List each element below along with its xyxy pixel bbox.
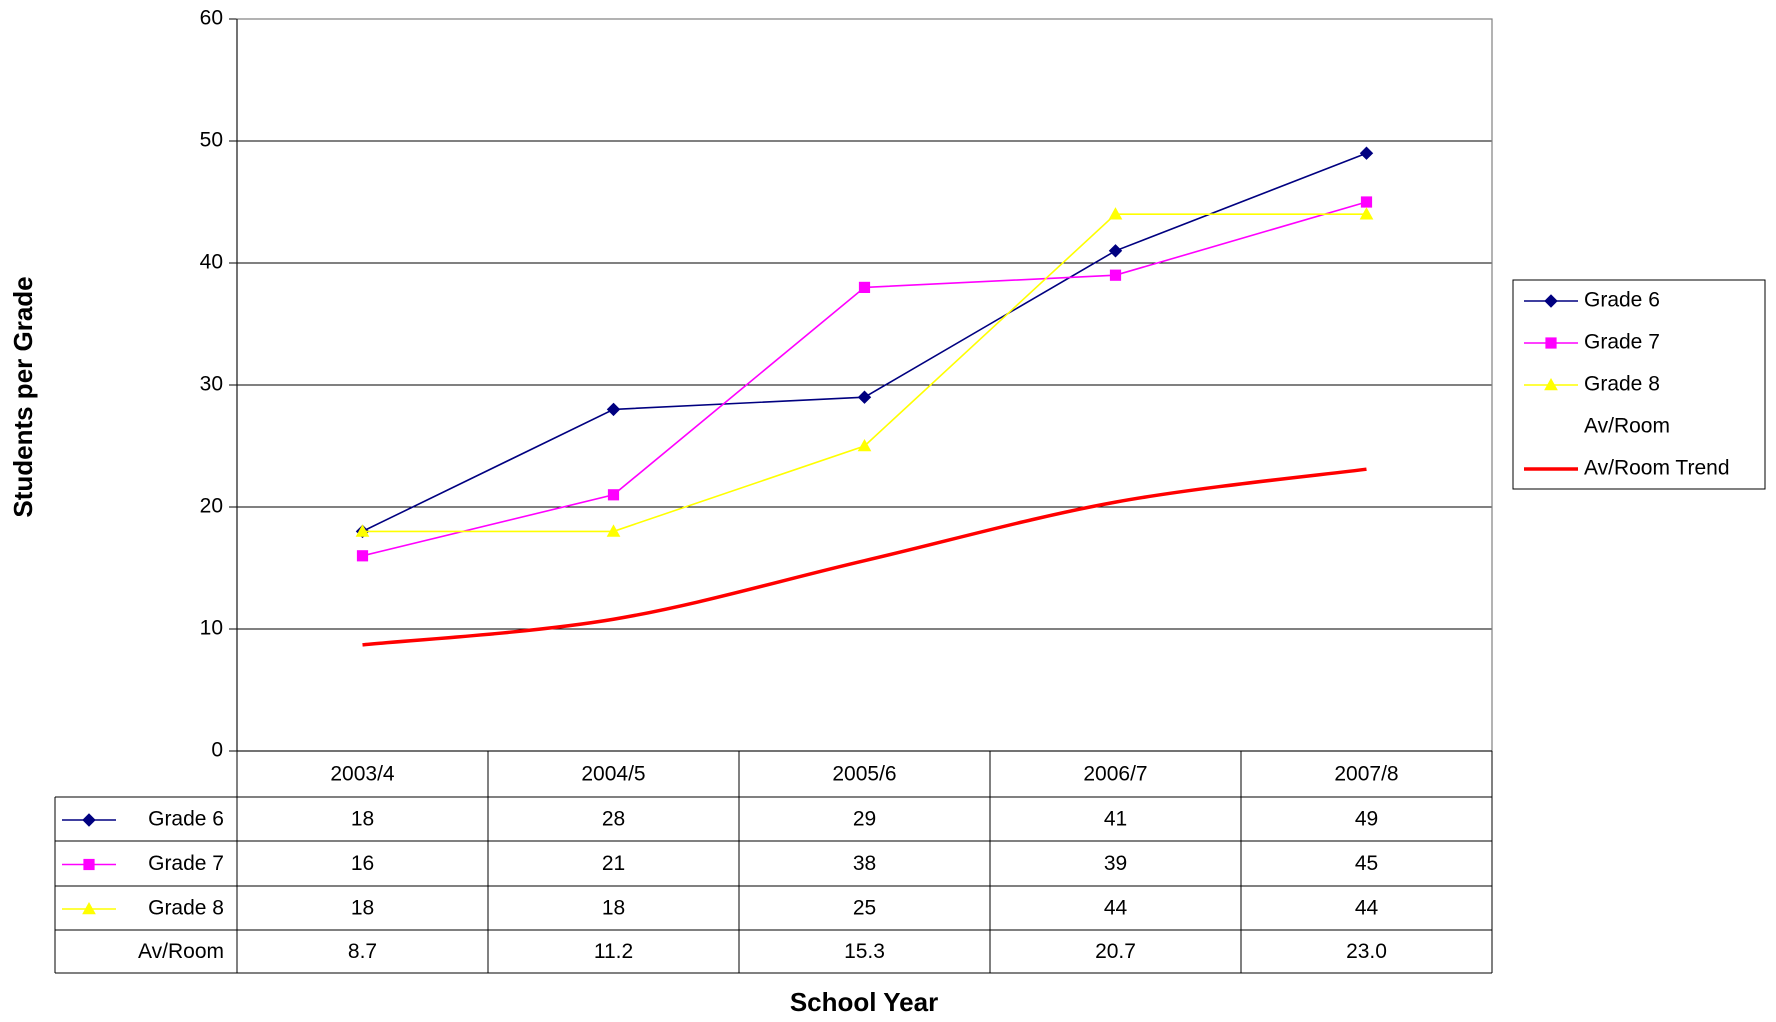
marker xyxy=(1359,207,1374,220)
x-tick-label: 2007/8 xyxy=(1334,763,1398,786)
legend-label: Av/Room Trend xyxy=(1584,457,1730,480)
marker xyxy=(1360,196,1373,208)
table-value: 18 xyxy=(351,897,374,920)
x-tick-label: 2003/4 xyxy=(330,763,395,786)
series-line xyxy=(362,201,1367,557)
table-row-label: Av/Room xyxy=(138,940,224,963)
table-value: 18 xyxy=(602,897,625,920)
y-axis-title: Students per Grade xyxy=(8,276,38,517)
table-value: 16 xyxy=(351,852,374,875)
legend-label: Grade 8 xyxy=(1584,373,1660,396)
x-axis-title: School Year xyxy=(790,987,938,1017)
marker xyxy=(606,402,621,417)
table-value: 38 xyxy=(853,852,876,875)
marker xyxy=(858,281,871,293)
y-tick-label: 60 xyxy=(200,7,223,30)
y-tick-label: 0 xyxy=(211,739,223,762)
x-tick-label: 2006/7 xyxy=(1083,763,1147,786)
marker xyxy=(1108,207,1123,220)
table-value: 44 xyxy=(1104,897,1128,920)
marker xyxy=(1544,377,1558,391)
table-value: 28 xyxy=(602,808,625,831)
marker xyxy=(1109,269,1122,281)
y-tick-label: 10 xyxy=(200,617,223,640)
table-value: 39 xyxy=(1104,852,1127,875)
table-value: 25 xyxy=(853,897,876,920)
trend-line xyxy=(362,467,1367,647)
y-tick-label: 50 xyxy=(200,129,223,152)
table-value: 18 xyxy=(351,808,374,831)
y-tick-label: 40 xyxy=(200,251,223,274)
x-tick-label: 2004/5 xyxy=(581,763,645,786)
marker xyxy=(355,524,370,537)
marker xyxy=(1545,337,1557,349)
legend: Grade 6 Grade 7 Grade 8 Av/Room Av/Room Tren… xyxy=(1512,279,1766,490)
marker xyxy=(1108,244,1123,258)
table-value: 49 xyxy=(1355,808,1378,831)
series-line xyxy=(362,213,1367,533)
marker xyxy=(356,550,369,562)
y-tick-label: 20 xyxy=(200,495,223,518)
table-value: 45 xyxy=(1355,852,1378,875)
legend-label: Grade 7 xyxy=(1584,331,1660,354)
table-value: 15.3 xyxy=(844,940,885,963)
marker xyxy=(82,813,96,827)
table-value: 21 xyxy=(602,852,625,875)
table-value: 8.7 xyxy=(348,940,377,963)
table-value: 44 xyxy=(1355,897,1379,920)
marker xyxy=(1359,146,1374,160)
series-line xyxy=(362,152,1367,533)
marker xyxy=(607,489,620,501)
table-value: 29 xyxy=(853,808,876,831)
table-value: 23.0 xyxy=(1346,940,1387,963)
marker xyxy=(1544,294,1558,308)
y-tick-label: 30 xyxy=(200,373,223,396)
x-tick-label: 2005/6 xyxy=(832,763,896,786)
marker xyxy=(606,524,621,537)
marker xyxy=(857,390,872,404)
marker xyxy=(82,901,96,915)
legend-label: Grade 6 xyxy=(1584,289,1660,312)
marker xyxy=(83,858,95,871)
table-row-label: Grade 8 xyxy=(148,897,224,920)
table-value: 11.2 xyxy=(594,940,633,963)
table-row-label: Grade 6 xyxy=(148,808,224,831)
table-value: 20.7 xyxy=(1095,940,1136,963)
table-value: 41 xyxy=(1104,808,1127,831)
marker xyxy=(857,438,872,452)
table-row-label: Grade 7 xyxy=(148,852,224,875)
legend-label: Av/Room xyxy=(1584,415,1670,438)
